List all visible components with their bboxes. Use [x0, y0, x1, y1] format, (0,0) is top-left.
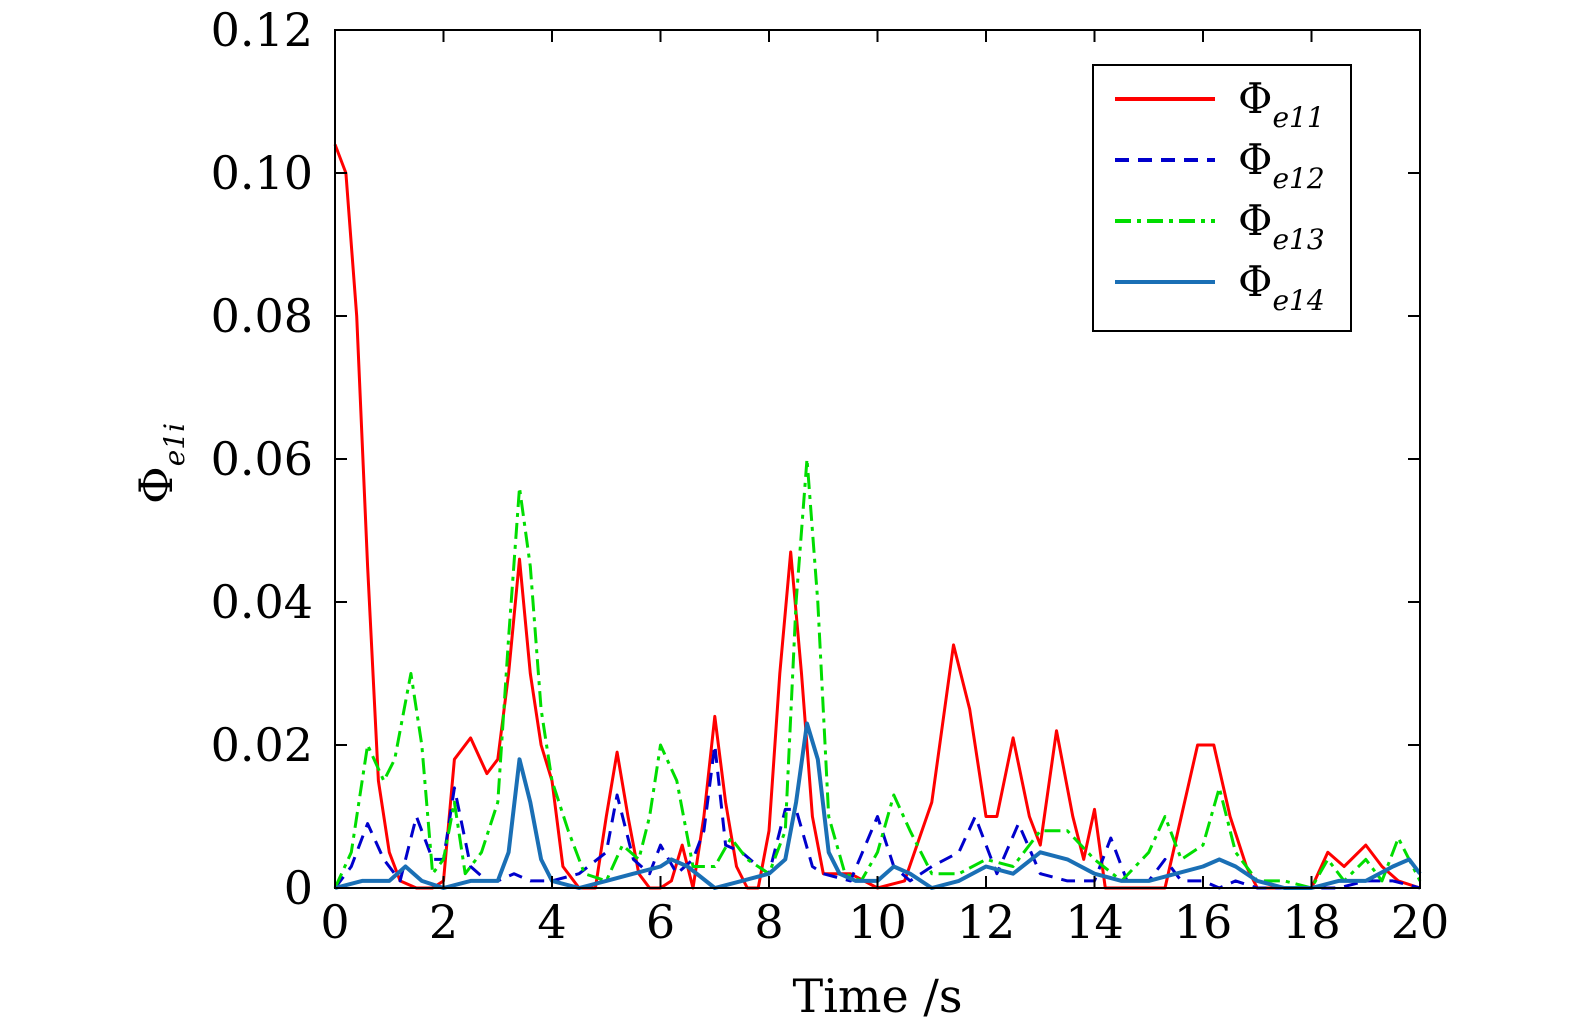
- legend-label-e11: Φe11: [1238, 74, 1325, 134]
- x-tick-label: 18: [1282, 895, 1341, 949]
- x-tick-label: 0: [320, 895, 349, 949]
- y-tick-labels: 0 0.02 0.04 0.06 0.08 0.10 0.12: [211, 3, 313, 915]
- series-e11-line: [333, 143, 1421, 890]
- y-tick-label: 0.06: [211, 432, 313, 486]
- y-tick-label: 0.10: [211, 146, 313, 200]
- series-e13-line: [333, 457, 1422, 890]
- plot-lines: [333, 143, 1422, 890]
- y-tick-label: 0.02: [211, 718, 313, 772]
- y-axis-label-subscript: e1i: [158, 423, 191, 466]
- legend-label-e12: Φe12: [1238, 135, 1325, 195]
- legend-symbol: Φ: [1238, 74, 1272, 123]
- x-tick-label: 14: [1065, 895, 1124, 949]
- axis-ticks: [334, 29, 1421, 889]
- legend-symbol: Φ: [1238, 257, 1272, 306]
- y-tick-label: 0.08: [211, 289, 313, 343]
- x-tick-labels: 0 2 4 6 8 10 12 14 16 18 20: [320, 895, 1449, 949]
- x-tick-label: 12: [957, 895, 1016, 949]
- legend-subscript: e11: [1272, 101, 1324, 134]
- x-tick-label: 4: [537, 895, 566, 949]
- legend-box: [1092, 64, 1352, 332]
- x-tick-label: 20: [1391, 895, 1450, 949]
- y-tick-label: 0.12: [211, 3, 313, 57]
- y-axis-label-symbol: Φ: [129, 466, 183, 504]
- legend-subscript: e13: [1272, 223, 1324, 256]
- legend-symbol: Φ: [1238, 135, 1272, 184]
- x-tick-label: 2: [429, 895, 458, 949]
- x-tick-label: 16: [1174, 895, 1233, 949]
- x-axis-label: Time /s: [793, 969, 963, 1023]
- y-tick-label: 0.04: [211, 575, 313, 629]
- legend-symbol: Φ: [1238, 196, 1272, 245]
- legend-label-e13: Φe13: [1238, 196, 1325, 256]
- series-e14-line: [334, 721, 1422, 890]
- legend-label-e14: Φe14: [1238, 257, 1325, 317]
- x-tick-label: 10: [848, 895, 907, 949]
- series-e12-line: [333, 743, 1421, 890]
- y-axis-label: Φe1i: [129, 423, 191, 504]
- y-tick-label: 0: [284, 861, 313, 915]
- x-tick-label: 6: [646, 895, 675, 949]
- legend-subscript: e12: [1272, 162, 1324, 195]
- x-tick-label: 8: [754, 895, 783, 949]
- legend-subscript: e14: [1272, 284, 1324, 317]
